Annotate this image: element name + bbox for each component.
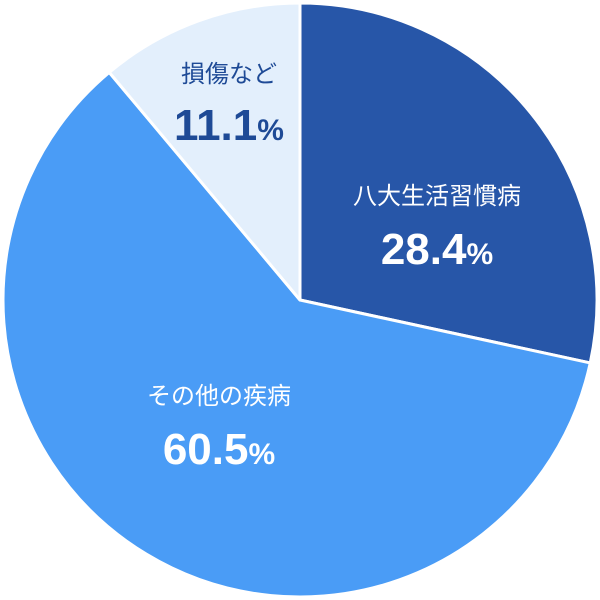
slice-label-2: その他の疾病 — [147, 382, 291, 410]
pie-labels: 八大生活習慣病 28.4% その他の疾病 60.5% 損傷など 11.1% — [147, 60, 521, 474]
slice-value-unit-1: % — [466, 238, 493, 271]
pie-slice-1 — [298, 1, 599, 365]
slice-label-1: 八大生活習慣病 — [353, 182, 521, 210]
slice-value-unit-2: % — [248, 438, 275, 471]
slice-value-1: 28.4% — [381, 225, 493, 274]
pie-slice-3 — [107, 1, 302, 302]
slice-value-number-2: 60.5 — [163, 425, 249, 474]
slice-value-number-3: 11.1 — [174, 101, 257, 150]
slice-value-2: 60.5% — [163, 425, 275, 474]
slice-value-3: 11.1% — [174, 101, 284, 150]
slice-value-number-1: 28.4 — [381, 225, 467, 274]
slice-value-unit-3: % — [257, 114, 284, 147]
pie-slice-2 — [1, 70, 592, 599]
slice-label-3: 損傷など — [181, 60, 277, 88]
